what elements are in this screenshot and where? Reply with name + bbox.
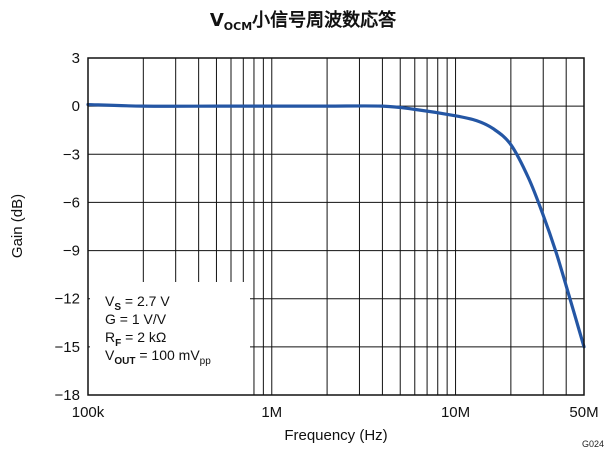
x-tick-label: 10M xyxy=(441,404,470,421)
y-tick-label: −9 xyxy=(63,243,80,260)
x-tick-label: 1M xyxy=(261,404,282,421)
annotation-main: R xyxy=(105,329,115,345)
x-tick-labels: 100k 1M 10M 50M xyxy=(72,404,599,421)
chart-title: VOCM小信号周波数応答 xyxy=(210,9,397,33)
annotation-rest: = 2.7 V xyxy=(121,293,170,309)
annotation-line: G = 1 V/V xyxy=(105,311,167,327)
annotation-line: VOUT = 100 mVpp xyxy=(105,347,211,367)
y-tick-label: −18 xyxy=(55,387,80,404)
gain-curve xyxy=(86,102,586,349)
y-tick-label: 0 xyxy=(72,98,80,115)
y-tick-label: 3 xyxy=(72,50,80,67)
annotation-main: G = 1 V/V xyxy=(105,311,167,327)
annotation-subscript: OUT xyxy=(114,356,135,367)
figure-code: G024 xyxy=(582,439,604,449)
chart-title-v: V xyxy=(210,10,224,31)
y-tick-labels: 3 0 −3 −6 −9 −12 −15 −18 xyxy=(55,50,80,404)
y-axis-label: Gain (dB) xyxy=(9,194,26,258)
chart-title-rest: 小信号周波数応答 xyxy=(252,9,397,31)
annotation-rest: = 2 kΩ xyxy=(121,329,166,345)
x-tick-label: 50M xyxy=(569,404,598,421)
plot-border xyxy=(87,57,585,396)
y-tick-label: −15 xyxy=(55,339,80,356)
annotation-subscript: S xyxy=(114,302,121,313)
annotation-rest: = 100 mV xyxy=(135,347,200,363)
annotation-subscript-pp: pp xyxy=(200,356,212,367)
x-tick-label: 100k xyxy=(72,404,105,421)
annotation-main: V xyxy=(105,347,115,363)
annotation-box xyxy=(90,282,250,395)
y-tick-label: −3 xyxy=(63,146,80,163)
x-axis-label: Frequency (Hz) xyxy=(284,427,387,444)
chart-title-subscript: OCM xyxy=(224,20,252,33)
annotation-main: V xyxy=(105,293,115,309)
y-tick-label: −12 xyxy=(55,291,80,308)
annotation-line: RF = 2 kΩ xyxy=(105,329,166,349)
y-tick-label: −6 xyxy=(63,194,80,211)
annotation-line: VS = 2.7 V xyxy=(105,293,170,313)
annotation-subscript: F xyxy=(115,338,121,349)
series-layer xyxy=(86,102,586,349)
